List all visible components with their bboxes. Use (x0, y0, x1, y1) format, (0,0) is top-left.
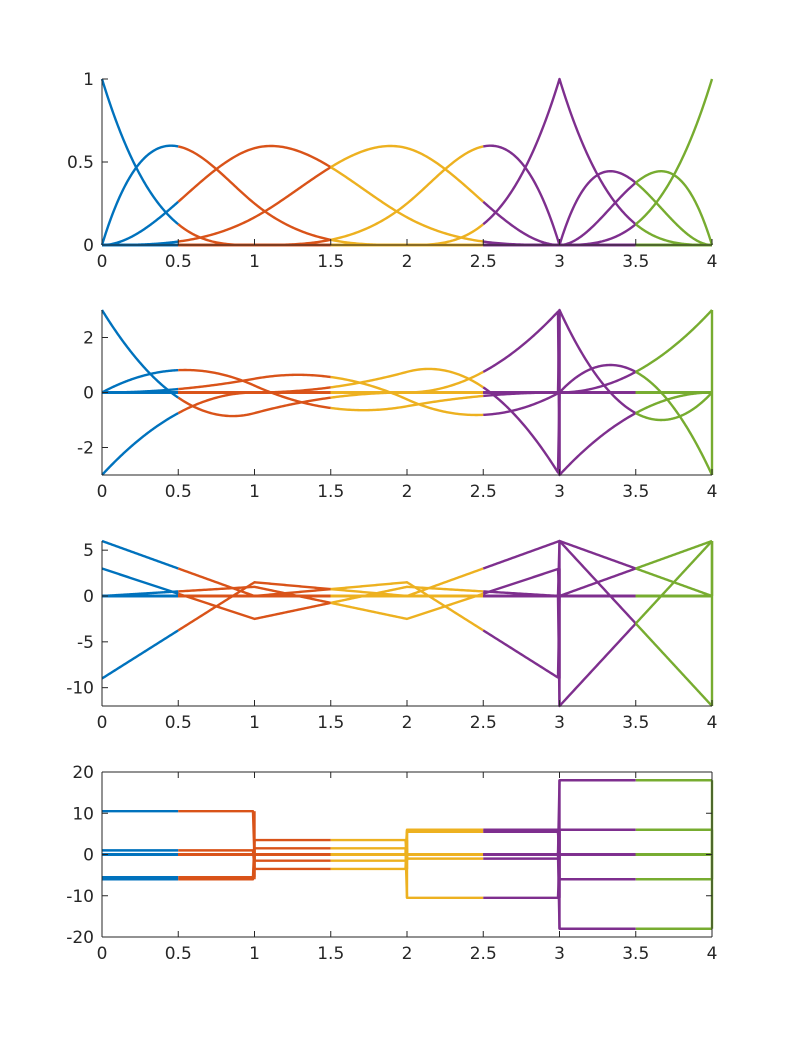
x-tick-label: 3 (554, 252, 565, 272)
y-tick-label: -10 (66, 887, 94, 907)
x-tick-label: 2 (402, 944, 413, 964)
x-tick-label: 4 (707, 482, 718, 502)
x-tick-label: 4 (707, 944, 718, 964)
y-tick-label: -10 (66, 679, 94, 699)
y-tick-label: 1 (83, 70, 94, 90)
x-tick-label: 2 (402, 482, 413, 502)
x-tick-label: 2 (402, 252, 413, 272)
x-tick-label: 4 (707, 713, 718, 733)
x-tick-label: 2 (402, 713, 413, 733)
x-tick-label: 0.5 (165, 482, 192, 502)
x-tick-label: 3 (554, 944, 565, 964)
x-tick-label: 3.5 (622, 713, 649, 733)
x-tick-label: 1.5 (317, 713, 344, 733)
x-tick-label: 3.5 (622, 944, 649, 964)
x-tick-label: 2.5 (470, 944, 497, 964)
y-tick-label: -5 (77, 633, 94, 653)
y-tick-label: 0 (83, 846, 94, 866)
y-tick-label: 0 (83, 236, 94, 256)
x-tick-label: 0.5 (165, 713, 192, 733)
x-tick-label: 3.5 (622, 252, 649, 272)
x-tick-label: 3 (554, 713, 565, 733)
x-tick-label: 1.5 (317, 252, 344, 272)
x-tick-label: 0 (97, 944, 108, 964)
x-tick-label: 3.5 (622, 482, 649, 502)
x-tick-label: 0 (97, 252, 108, 272)
x-tick-label: 2.5 (470, 713, 497, 733)
x-tick-label: 1 (249, 482, 260, 502)
x-tick-label: 4 (707, 252, 718, 272)
y-tick-label: 5 (83, 541, 94, 561)
x-tick-label: 1 (249, 713, 260, 733)
x-tick-label: 2.5 (470, 482, 497, 502)
y-tick-label: 20 (72, 763, 94, 783)
x-tick-label: 1 (249, 252, 260, 272)
y-tick-label: 10 (72, 804, 94, 824)
y-tick-label: 0 (83, 384, 94, 404)
y-tick-label: -20 (66, 928, 94, 948)
x-tick-label: 0 (97, 482, 108, 502)
x-tick-label: 2.5 (470, 252, 497, 272)
y-tick-label: -2 (77, 439, 94, 459)
x-tick-label: 0 (97, 713, 108, 733)
x-tick-label: 1 (249, 944, 260, 964)
x-tick-label: 1.5 (317, 482, 344, 502)
y-tick-label: 0.5 (67, 153, 94, 173)
y-tick-label: 0 (83, 587, 94, 607)
x-tick-label: 3 (554, 482, 565, 502)
x-tick-label: 0.5 (165, 944, 192, 964)
x-tick-label: 1.5 (317, 944, 344, 964)
y-tick-label: 2 (83, 329, 94, 349)
x-tick-label: 0.5 (165, 252, 192, 272)
